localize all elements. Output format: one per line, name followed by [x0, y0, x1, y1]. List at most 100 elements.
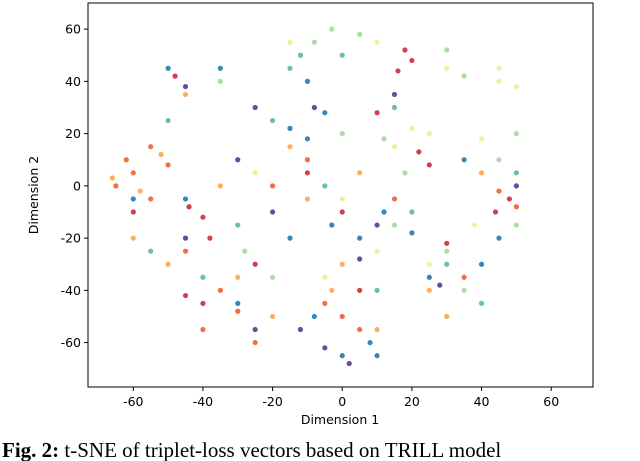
point [426, 287, 432, 293]
point [269, 183, 276, 189]
point [395, 68, 401, 74]
point [130, 196, 136, 202]
point [374, 39, 380, 45]
point [304, 136, 311, 142]
point [513, 170, 519, 176]
point [207, 235, 213, 241]
point [496, 65, 502, 71]
point [304, 78, 311, 84]
point [311, 104, 317, 111]
point [496, 78, 502, 84]
point [374, 326, 380, 333]
point [471, 222, 478, 228]
x-tick-label: 40 [474, 394, 490, 409]
point [357, 170, 363, 176]
point [182, 196, 189, 202]
point [322, 110, 328, 116]
point [391, 222, 398, 228]
point [492, 209, 499, 215]
point [374, 222, 380, 228]
point [402, 47, 408, 53]
point [496, 235, 502, 241]
point [513, 131, 519, 137]
point [252, 261, 258, 267]
point [322, 274, 328, 280]
point [269, 313, 276, 320]
point [357, 287, 363, 293]
point [444, 313, 450, 320]
y-tick-label: 0 [73, 178, 81, 193]
point [444, 65, 450, 71]
y-axis-label: Dimension 2 [26, 156, 41, 234]
point [287, 235, 293, 241]
point [148, 144, 154, 150]
point [478, 170, 485, 176]
point [172, 73, 178, 79]
point [513, 204, 519, 210]
point [165, 162, 171, 168]
point [426, 274, 432, 280]
point [374, 353, 380, 359]
point [478, 300, 485, 307]
point [496, 157, 502, 163]
caption: Fig. 2: t-SNE of triplet-loss vectors ba… [2, 438, 501, 461]
point [496, 188, 502, 194]
point [461, 73, 467, 79]
y-tick-label: -40 [61, 283, 81, 298]
point [444, 240, 450, 246]
point [269, 209, 276, 215]
point [148, 248, 154, 254]
x-tick-label: -40 [193, 394, 213, 409]
point [444, 248, 450, 254]
plot-frame [87, 2, 594, 388]
caption-text: t-SNE of triplet-loss vectors based on T… [64, 438, 501, 461]
point [444, 47, 450, 53]
point [346, 360, 352, 367]
point [235, 308, 241, 314]
x-tick-label: -20 [262, 394, 282, 409]
point [109, 175, 115, 181]
point [252, 326, 258, 333]
point [339, 353, 345, 359]
point [269, 117, 276, 124]
point [311, 313, 317, 320]
point [287, 125, 293, 131]
point [130, 209, 136, 215]
point [339, 196, 345, 202]
point [322, 345, 328, 351]
point [165, 65, 171, 71]
point [409, 125, 415, 131]
point [402, 170, 408, 176]
point [130, 235, 136, 241]
point [506, 196, 513, 202]
point [200, 300, 206, 307]
y-tick-label: 60 [65, 22, 81, 37]
point [200, 214, 206, 220]
point [381, 209, 387, 215]
point [426, 261, 432, 267]
point [322, 300, 328, 307]
point [252, 339, 258, 346]
point [444, 261, 450, 267]
point [391, 196, 398, 202]
point [426, 131, 432, 137]
point [123, 157, 129, 163]
point [287, 65, 293, 71]
point [437, 282, 443, 288]
point [235, 222, 241, 228]
point [339, 52, 345, 58]
point [409, 209, 415, 215]
point [478, 261, 485, 267]
y-tick-label: -60 [61, 335, 81, 350]
point [182, 248, 189, 254]
point [304, 196, 311, 202]
point [409, 230, 415, 236]
x-tick-label: 60 [543, 394, 559, 409]
point [357, 31, 363, 37]
point [217, 65, 223, 71]
point [297, 326, 304, 333]
point [513, 83, 519, 90]
point [409, 57, 415, 64]
point [304, 170, 311, 176]
